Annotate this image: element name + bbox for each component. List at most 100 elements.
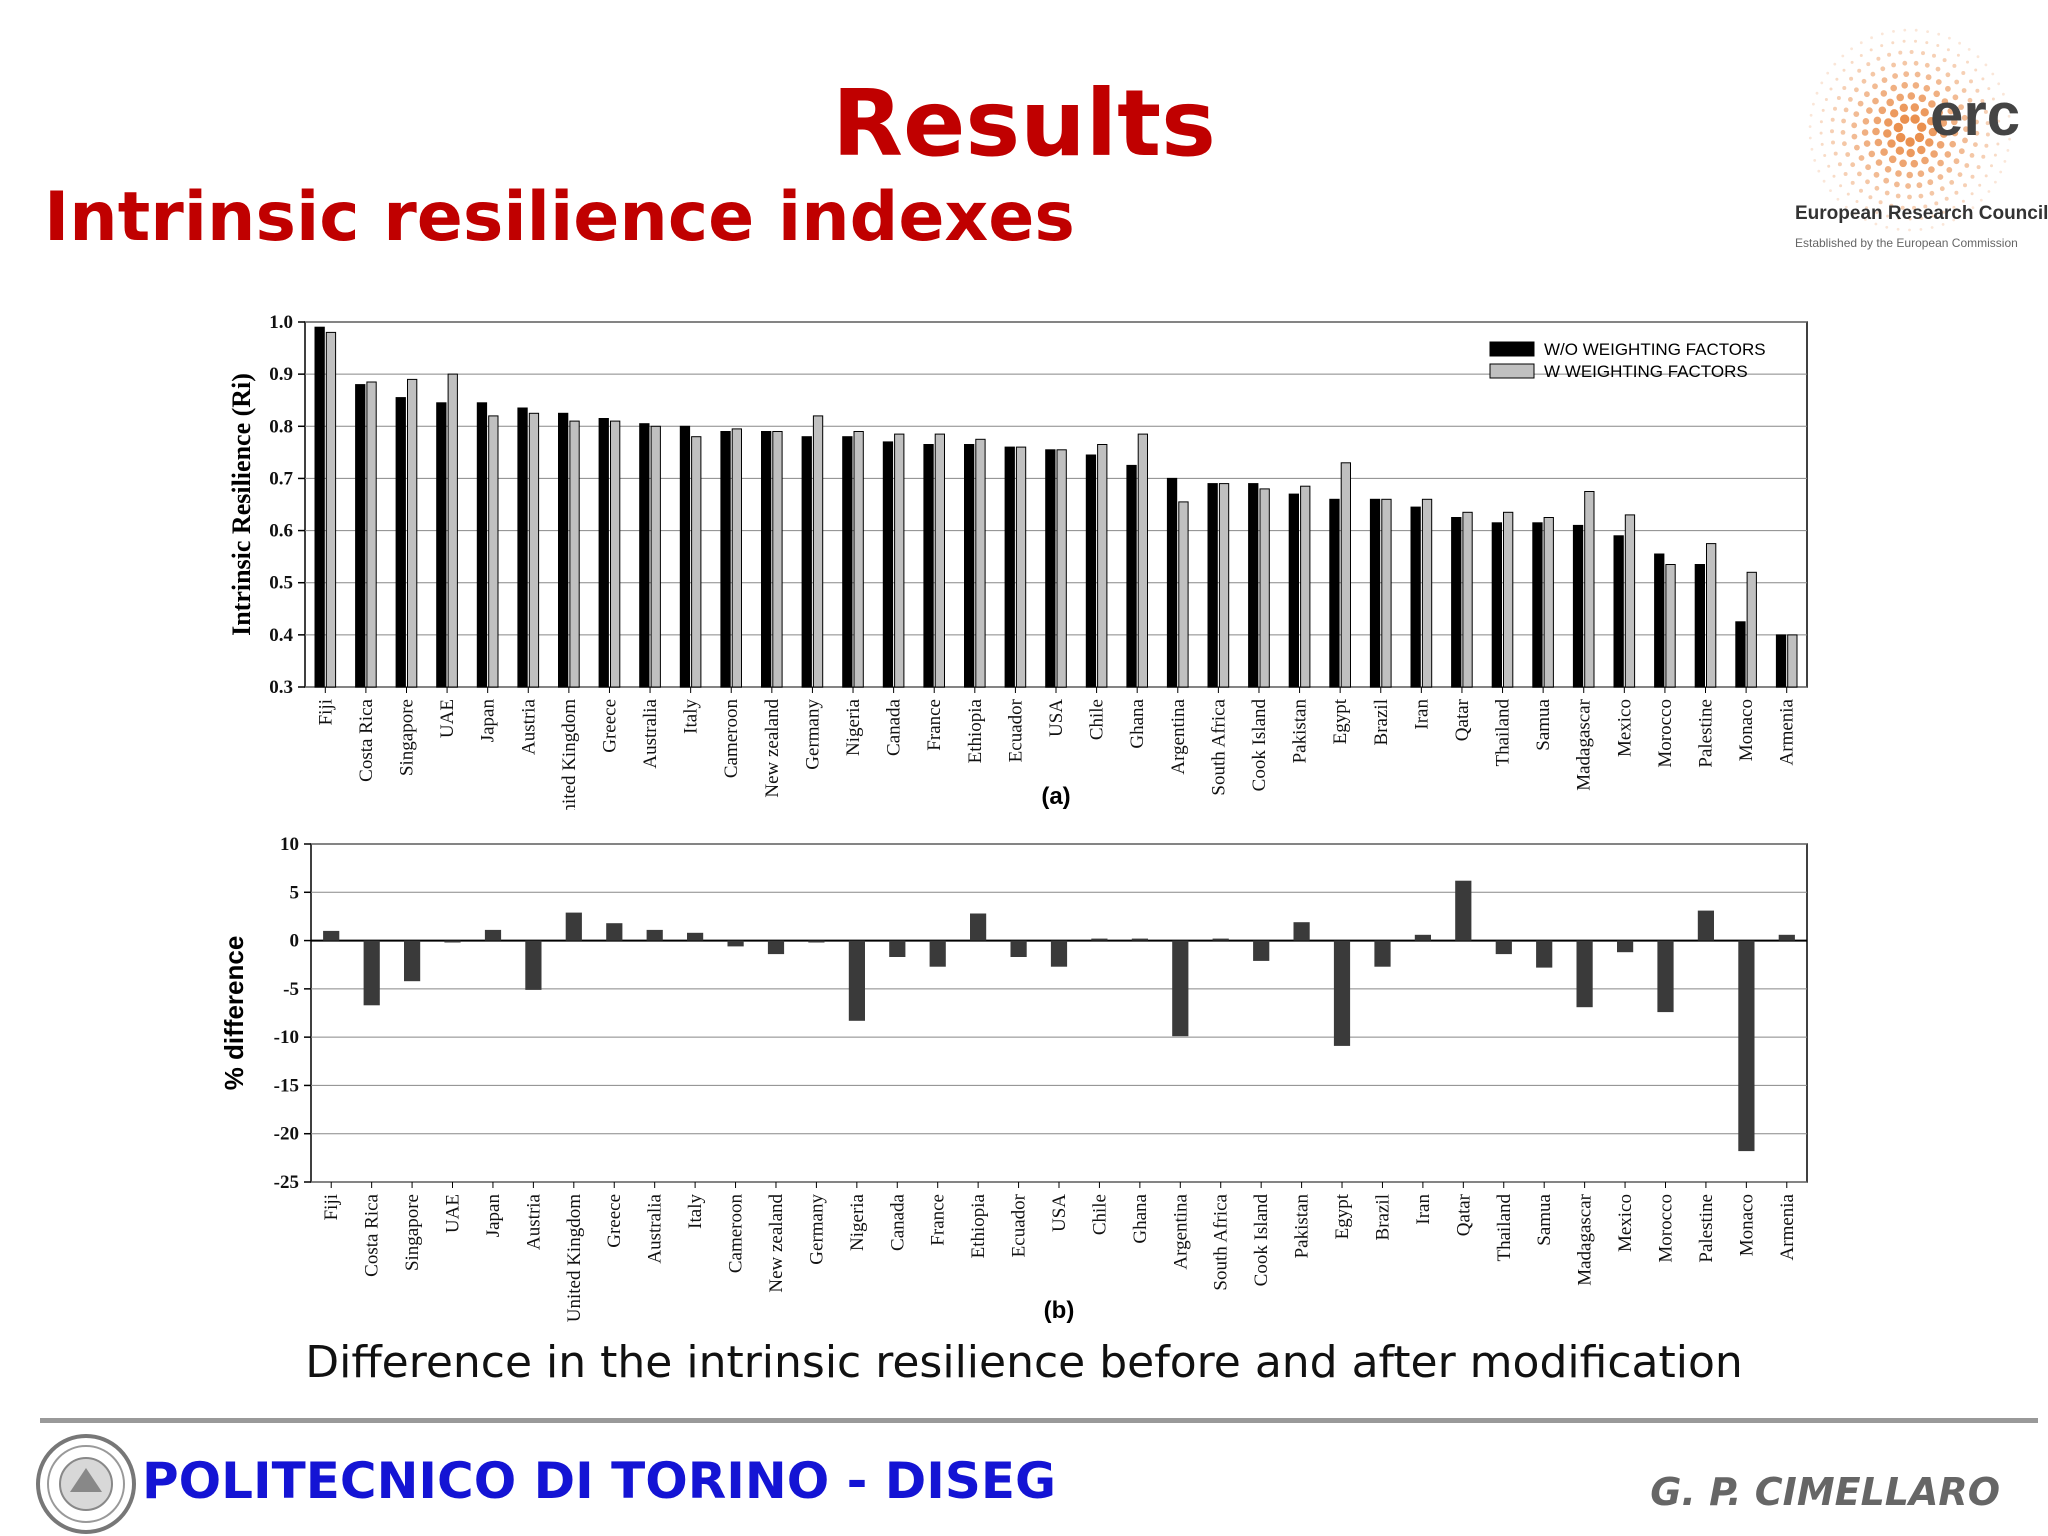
x-tick-label-canada: Canada — [884, 698, 905, 756]
bar-wo-chile — [1085, 454, 1097, 688]
bar-w-uae — [447, 373, 458, 688]
x-tick-label-brazil: Brazil — [1371, 699, 1392, 745]
x-tick-label-morocco: Morocco — [1655, 1194, 1676, 1263]
footer-author: G. P. CIMELLARO — [1650, 1470, 2000, 1514]
bar-w-ethiopia — [975, 438, 986, 688]
bar-w-samua — [1543, 517, 1554, 688]
y-tick-label: 5 — [290, 882, 300, 903]
bar-wo-singapore — [395, 397, 406, 688]
bar-diff-usa — [1050, 940, 1068, 967]
bar-diff-samua — [1536, 940, 1553, 968]
bar-wo-thailand — [1491, 522, 1502, 688]
bar-diff-uae — [444, 940, 461, 943]
bar-w-nigeria — [853, 431, 864, 688]
x-tick-label-singapore: Singapore — [396, 699, 417, 776]
bar-w-new-zealand — [772, 431, 783, 688]
erc-tagline: Established by the European Commission — [1795, 236, 2018, 250]
bar-w-cook-island — [1259, 488, 1270, 688]
x-tick-label-armenia: Armenia — [1777, 1193, 1798, 1260]
x-tick-label-germany: Germany — [806, 1194, 827, 1265]
x-tick-label-fiji: Fiji — [315, 699, 336, 725]
bar-w-mexico — [1624, 514, 1636, 688]
x-tick-label-pakistan: Pakistan — [1292, 1194, 1313, 1259]
x-tick-label-canada: Canada — [887, 1193, 908, 1251]
bar-diff-egypt — [1333, 940, 1351, 1046]
x-tick-label-cook-island: Cook Island — [1251, 1194, 1272, 1287]
y-tick-label: 0.3 — [269, 677, 293, 698]
x-tick-label-monaco: Monaco — [1736, 1194, 1757, 1256]
x-tick-label-greece: Greece — [604, 1194, 625, 1248]
bar-wo-new-zealand — [761, 431, 772, 688]
panel-label: (b) — [1044, 1297, 1075, 1324]
bar-diff-costa-rica — [363, 940, 380, 1006]
x-tick-label-nigeria: Nigeria — [843, 698, 864, 756]
x-tick-label-austria: Austria — [523, 1193, 544, 1250]
bar-wo-united-kingdom — [558, 412, 569, 688]
x-tick-label-united-kingdom: United Kingdom — [559, 699, 580, 810]
x-tick-label-brazil: Brazil — [1372, 1194, 1393, 1240]
bar-w-thailand — [1503, 511, 1514, 688]
x-tick-label-samua: Samua — [1534, 1193, 1555, 1245]
y-tick-label: 0.6 — [269, 521, 293, 542]
x-tick-label-germany: Germany — [802, 699, 823, 770]
x-tick-label-mexico: Mexico — [1615, 1194, 1636, 1252]
bar-w-armenia — [1787, 634, 1798, 688]
bar-wo-canada — [882, 441, 894, 688]
x-tick-label-madagascar: Madagascar — [1575, 1193, 1596, 1285]
bar-diff-greece — [606, 923, 623, 941]
bar-diff-cameroon — [727, 940, 744, 947]
x-tick-label-iran: Iran — [1411, 699, 1432, 730]
bar-w-argentina — [1178, 501, 1189, 688]
y-tick-label: 10 — [280, 834, 299, 855]
bar-diff-cook-island — [1253, 940, 1270, 961]
x-tick-label-costa-rica: Costa Rica — [356, 698, 377, 781]
bar-wo-armenia — [1775, 634, 1787, 688]
x-tick-label-united-kingdom: United Kingdom — [564, 1194, 585, 1322]
bar-w-austria — [528, 412, 540, 688]
bar-w-egypt — [1340, 462, 1351, 688]
bar-wo-germany — [801, 436, 812, 688]
y-axis-label: % difference — [219, 936, 249, 1091]
x-tick-label-cook-island: Cook Island — [1249, 699, 1270, 792]
bar-w-australia — [650, 425, 661, 688]
legend-swatch — [1489, 363, 1535, 379]
bar-wo-fiji — [314, 326, 325, 688]
y-tick-label: 0.7 — [269, 468, 293, 489]
x-tick-label-ecuador: Ecuador — [1005, 698, 1026, 762]
x-tick-label-singapore: Singapore — [402, 1194, 423, 1271]
y-tick-label: -5 — [283, 979, 299, 1000]
bar-w-palestine — [1706, 543, 1717, 688]
bar-wo-japan — [476, 402, 488, 688]
bar-diff-singapore — [404, 940, 421, 982]
bar-diff-pakistan — [1293, 922, 1310, 941]
bar-w-iran — [1421, 498, 1433, 688]
bar-diff-morocco — [1657, 940, 1674, 1013]
bar-w-france — [934, 433, 946, 688]
bar-diff-palestine — [1697, 910, 1714, 941]
bar-wo-qatar — [1451, 517, 1462, 688]
bar-w-germany — [812, 415, 824, 688]
bar-wo-egypt — [1329, 498, 1340, 688]
bar-diff-iran — [1414, 934, 1431, 941]
x-tick-label-chile: Chile — [1087, 699, 1108, 740]
legend-swatch — [1489, 341, 1535, 357]
bar-w-monaco — [1746, 571, 1757, 688]
x-tick-label-ghana: Ghana — [1130, 1193, 1151, 1243]
y-tick-label: -10 — [274, 1027, 299, 1048]
x-tick-label-ghana: Ghana — [1127, 698, 1148, 748]
y-axis-label: Intrinsic Resilience (Ri) — [227, 373, 256, 636]
x-tick-label-australia: Australia — [640, 698, 661, 768]
bar-w-united-kingdom — [569, 420, 580, 688]
x-tick-label-ecuador: Ecuador — [1009, 1193, 1030, 1257]
bar-wo-austria — [517, 407, 528, 688]
x-tick-label-chile: Chile — [1089, 1194, 1110, 1235]
bar-wo-france — [923, 444, 934, 688]
bar-diff-italy — [687, 932, 704, 941]
x-tick-label-australia: Australia — [645, 1193, 666, 1263]
plot-area — [304, 321, 1808, 688]
y-tick-label: -15 — [274, 1075, 299, 1096]
figure-caption: Difference in the intrinsic resilience b… — [305, 1337, 1743, 1388]
x-tick-label-japan: Japan — [483, 1194, 504, 1238]
x-tick-label-south-africa: South Africa — [1211, 1193, 1232, 1290]
x-tick-label-ethiopia: Ethiopia — [968, 1193, 989, 1258]
